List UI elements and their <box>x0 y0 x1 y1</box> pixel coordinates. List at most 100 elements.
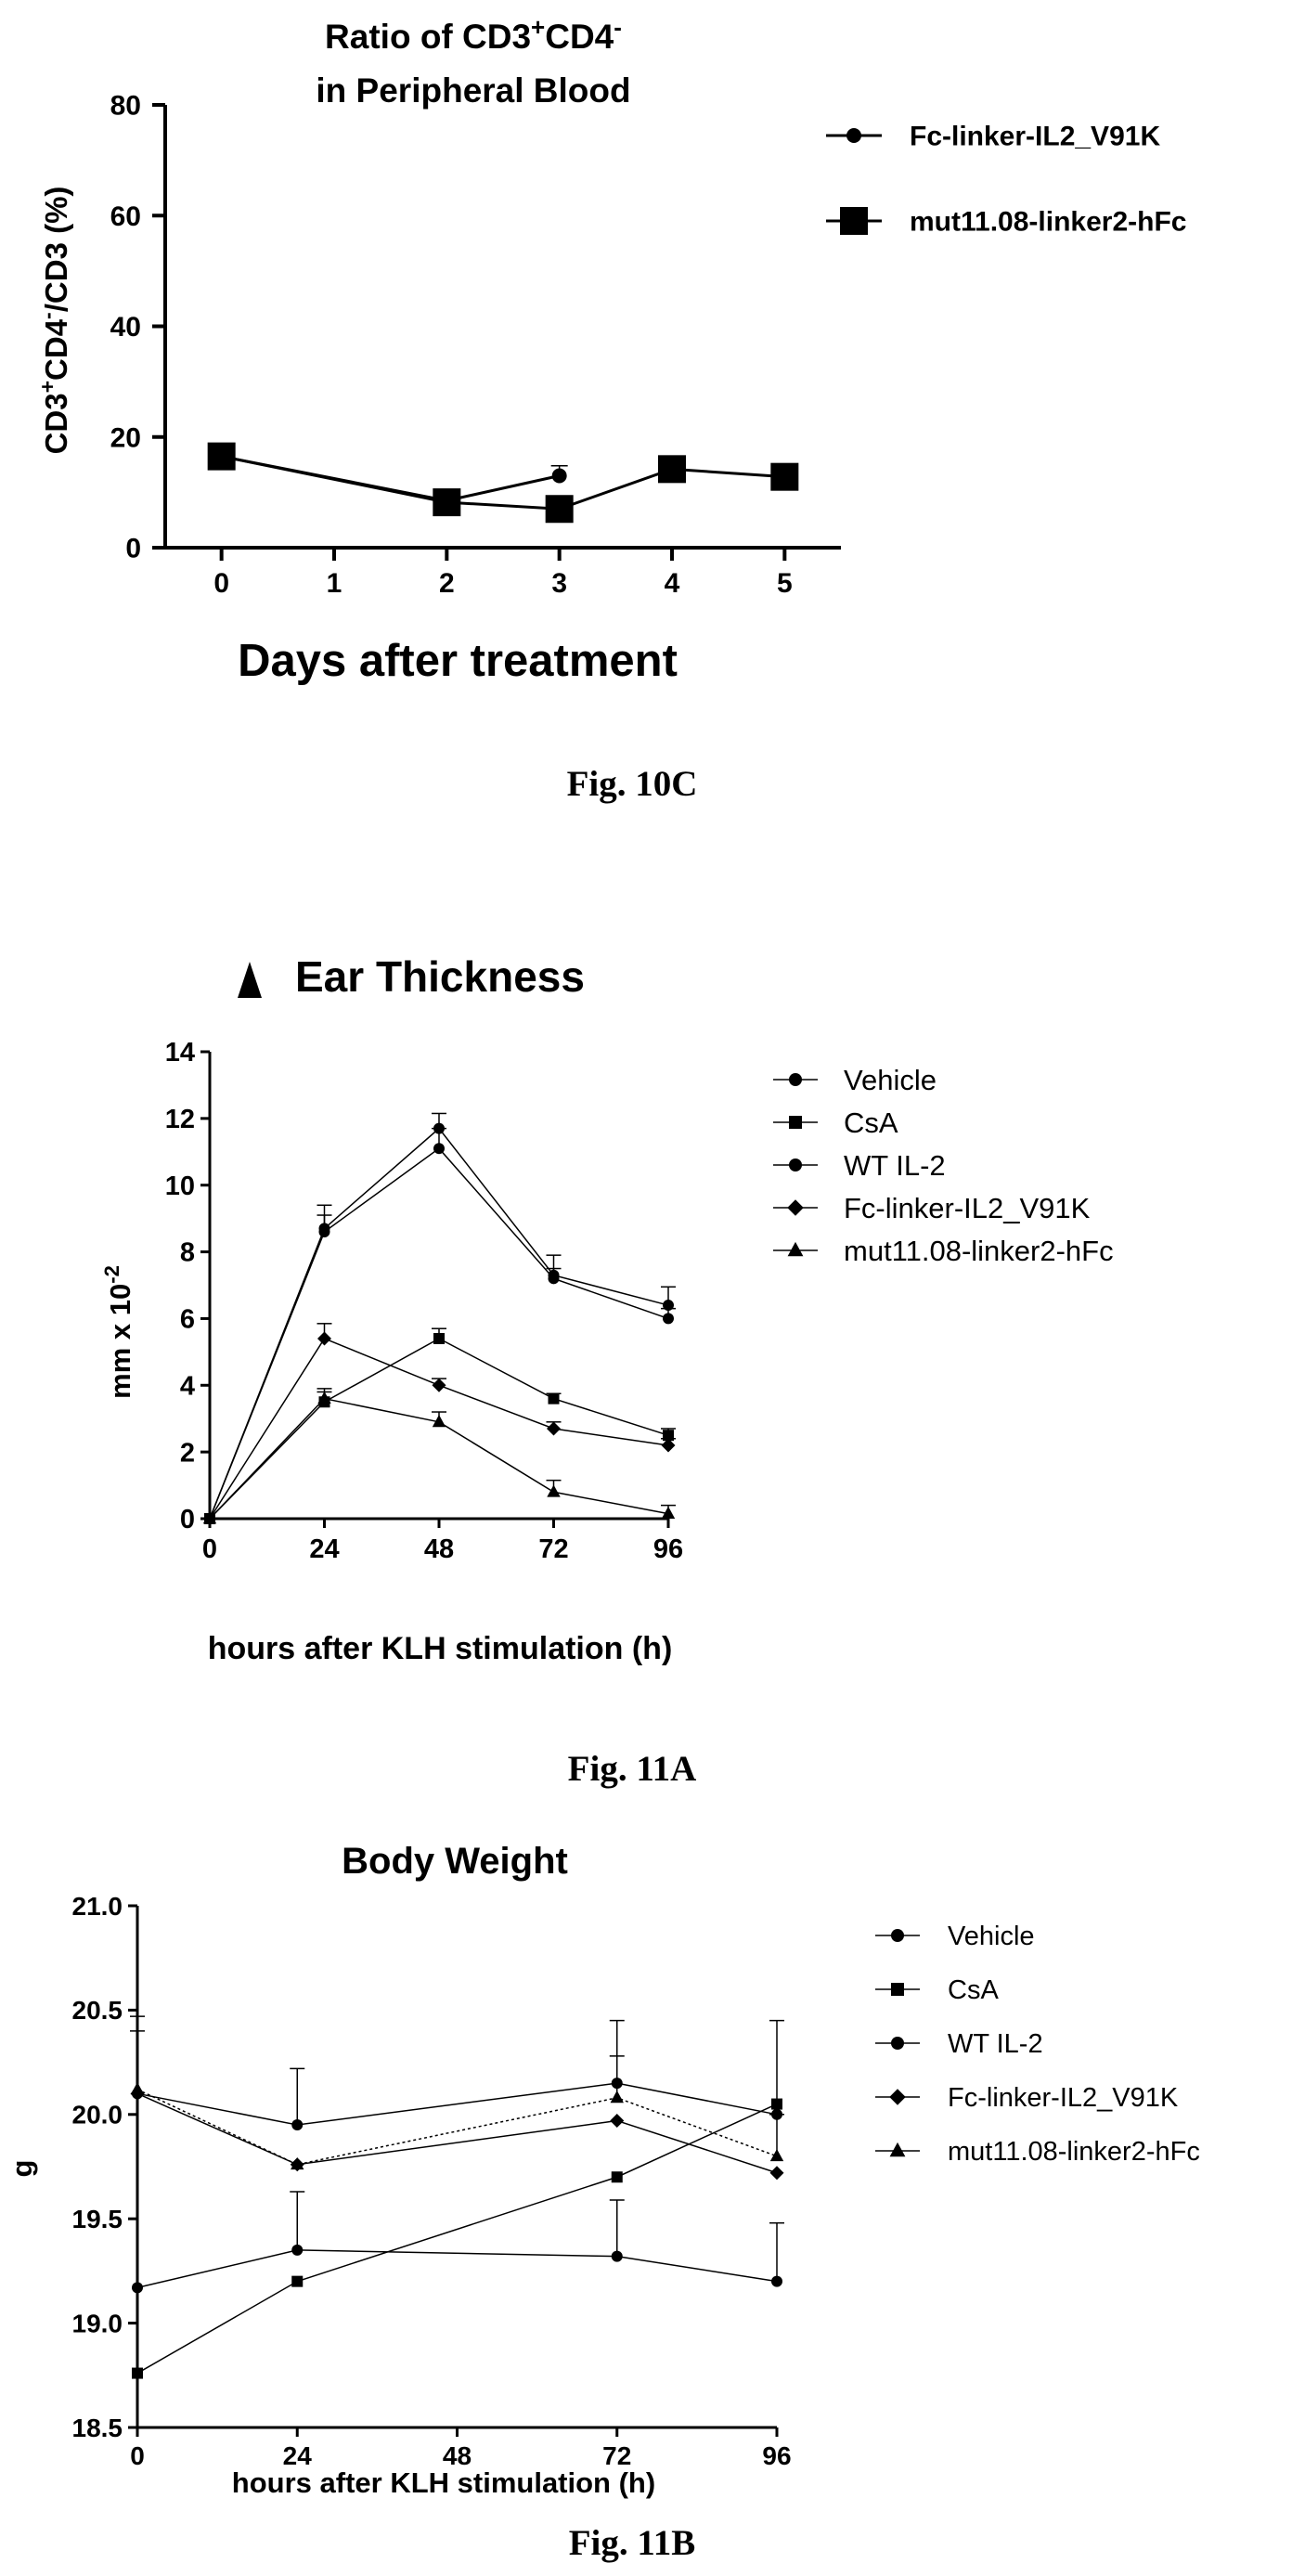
legend-item: CsA <box>875 1975 999 2005</box>
series-line <box>136 2092 778 2174</box>
data-point <box>658 455 686 484</box>
y-tick-label: 12 <box>165 1105 195 1134</box>
legend-item: mut11.08-linker2-hFc <box>826 207 1186 238</box>
series-wt-il-2 <box>204 1127 676 1524</box>
series-line <box>136 2082 778 2126</box>
legend-item: Fc-linker-IL2_V91K <box>826 122 1160 152</box>
data-point <box>769 2148 784 2162</box>
data-point <box>769 2166 784 2181</box>
legend-item: Fc-linker-IL2_V91K <box>875 2083 1179 2113</box>
y-tick-label: 20.0 <box>72 2101 123 2129</box>
y-tick-label: 80 <box>110 91 141 122</box>
data-point <box>207 442 236 471</box>
legend-marker <box>787 1241 804 1257</box>
data-point <box>132 2367 143 2379</box>
chart-title: Ear Thickness <box>295 952 585 1001</box>
data-point <box>551 468 567 484</box>
legend-label: CsA <box>948 1975 999 2005</box>
triangle-marker-icon <box>238 962 262 998</box>
y-tick-label: 40 <box>110 312 141 343</box>
data-point <box>291 2244 304 2256</box>
legend-marker <box>846 128 861 143</box>
y-tick-label: 2 <box>180 1438 195 1468</box>
legend-label: Vehicle <box>844 1064 937 1096</box>
series-mut11-08-linker2-hfc <box>130 2015 784 2170</box>
x-tick-label: 96 <box>653 1534 683 1564</box>
legend-marker <box>787 1199 804 1216</box>
x-tick-label: 2 <box>439 568 455 599</box>
data-point <box>610 2091 624 2104</box>
series-line <box>136 2103 778 2375</box>
legend: Vehicle CsA WT IL-2 Fc-linker-IL2_V91K mut11… <box>875 1922 1200 2167</box>
legend-label: mut11.08-linker2-hFc <box>844 1235 1114 1267</box>
legend-label: WT IL-2 <box>948 2029 1043 2059</box>
legend-marker <box>789 1159 802 1171</box>
legend-item: Vehicle <box>875 1922 1035 1951</box>
data-point <box>548 1392 560 1405</box>
y-tick-label: 20 <box>110 422 141 453</box>
y-tick-label: 4 <box>180 1371 195 1401</box>
series-line <box>209 1127 669 1520</box>
x-tick-label: 48 <box>424 1534 454 1564</box>
data-point <box>291 2275 304 2287</box>
legend-marker <box>840 207 868 235</box>
x-tick-label: 96 <box>762 2441 791 2470</box>
y-tick-label: 19.5 <box>72 2205 123 2233</box>
x-tick-label: 24 <box>309 1534 339 1564</box>
data-point <box>771 2098 782 2110</box>
data-point <box>547 1421 561 1436</box>
data-point <box>317 1391 331 1405</box>
y-tick-label: 10 <box>165 1171 195 1201</box>
series-line <box>221 455 560 502</box>
legend-marker <box>789 1073 802 1086</box>
x-tick-label: 3 <box>551 568 567 599</box>
series-line <box>136 2089 778 2166</box>
x-tick-label: 4 <box>665 568 680 599</box>
data-point <box>130 2082 145 2095</box>
x-tick-label: 24 <box>283 2441 313 2470</box>
x-axis-label: hours after KLH stimulation (h) <box>232 2466 655 2499</box>
series-line <box>221 455 785 511</box>
series-line <box>209 1338 669 1520</box>
legend-item: Vehicle <box>773 1064 937 1096</box>
legend-marker <box>789 1116 802 1129</box>
legend: Vehicle CsA WT IL-2 Fc-linker-IL2_V91K mut11… <box>773 1064 1114 1267</box>
data-point <box>547 1484 561 1497</box>
y-tick-label: 14 <box>165 1038 195 1068</box>
legend-marker <box>891 2037 904 2050</box>
x-tick-label: 0 <box>213 568 229 599</box>
data-point <box>202 1511 217 1524</box>
y-axis-label: mm x 10-2 <box>100 1265 136 1399</box>
x-tick-label: 0 <box>202 1534 217 1564</box>
legend-label: Fc-linker-IL2_V91K <box>948 2083 1179 2113</box>
data-point <box>432 1378 446 1392</box>
figure-caption: Fig. 11B <box>569 2523 696 2563</box>
chart-title: Body Weight <box>342 1841 568 1882</box>
figure-caption: Fig. 11A <box>568 1749 697 1789</box>
series-line <box>136 2249 778 2289</box>
data-point <box>433 1143 445 1155</box>
legend-item: WT IL-2 <box>773 1149 946 1182</box>
legend: Fc-linker-IL2_V91K mut11.08-linker2-hFc <box>826 122 1186 238</box>
x-tick-label: 48 <box>443 2441 472 2470</box>
data-point <box>291 2156 304 2170</box>
legend-label: Vehicle <box>948 1922 1035 1951</box>
data-point <box>318 1226 330 1238</box>
data-point <box>317 1331 331 1346</box>
data-point <box>770 462 799 491</box>
data-point <box>771 2275 782 2287</box>
x-axis-label: Days after treatment <box>238 636 678 686</box>
y-tick-label: 0 <box>125 534 141 564</box>
y-tick-label: 18.5 <box>72 2414 123 2442</box>
data-point <box>663 1313 674 1325</box>
legend-item: Fc-linker-IL2_V91K <box>773 1192 1091 1224</box>
legend-label: Fc-linker-IL2_V91K <box>910 122 1160 152</box>
plot-area: 0 20 40 60 80 0 1 2 3 4 5 <box>110 91 841 599</box>
x-tick-label: 72 <box>538 1534 568 1564</box>
series-mut11-08-linker2-hfc <box>202 1388 676 1524</box>
y-tick-label: 6 <box>180 1305 195 1335</box>
chart-fig11a: Ear Thickness mm x 10-2 hours after KLH … <box>100 952 1114 1789</box>
data-point <box>291 2119 304 2131</box>
legend-label: Fc-linker-IL2_V91K <box>844 1192 1091 1224</box>
